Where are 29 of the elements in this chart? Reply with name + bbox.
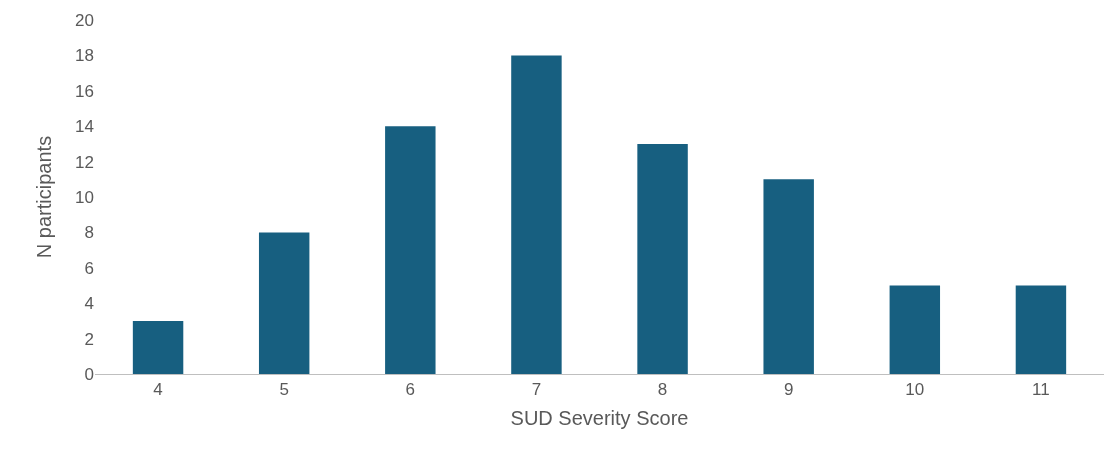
x-tick-label: 9	[783, 380, 794, 400]
y-tick-label: 2	[84, 329, 94, 349]
x-tick-label: 5	[279, 380, 289, 400]
bar	[889, 285, 941, 374]
bar	[132, 320, 184, 374]
x-tick-label: 7	[531, 380, 542, 400]
y-tick-label: 10	[75, 187, 94, 207]
y-axis-title: N participants	[32, 135, 55, 259]
x-tick-label: 4	[153, 380, 163, 400]
bar	[763, 179, 814, 374]
bar	[258, 232, 310, 374]
y-tick-label: 20	[75, 10, 94, 30]
x-tick-label: 8	[657, 380, 668, 400]
y-tick-label: 14	[75, 117, 94, 137]
y-tick-label: 18	[75, 46, 94, 66]
x-axis-title: SUD Severity Score	[510, 406, 689, 429]
x-tick-label: 10	[905, 380, 925, 400]
x-tick-label: 11	[1032, 380, 1050, 400]
bar	[385, 126, 436, 374]
bar	[1015, 285, 1067, 374]
y-tick-label: 16	[75, 81, 94, 101]
x-tick-label: 6	[405, 380, 416, 400]
y-tick-label: 8	[84, 223, 94, 243]
y-tick-label: 6	[84, 258, 94, 278]
y-tick-label: 0	[84, 364, 94, 384]
bar	[637, 143, 688, 374]
y-tick-label: 12	[75, 152, 94, 172]
y-tick-label: 4	[84, 294, 94, 314]
bar	[511, 55, 562, 374]
